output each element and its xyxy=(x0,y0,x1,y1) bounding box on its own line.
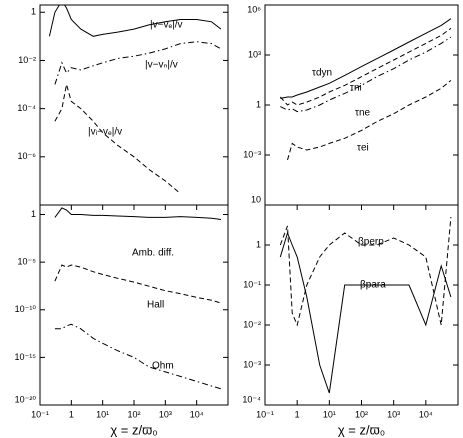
curve-label: τei xyxy=(357,143,369,154)
y-tick-label: 10⁻² xyxy=(243,319,261,329)
series-line xyxy=(54,84,181,194)
series-line xyxy=(280,36,452,113)
y-tick-label: 1 xyxy=(256,239,261,249)
x-tick-label: 10¹ xyxy=(96,409,109,419)
y-tick-label: 10⁻⁵ xyxy=(18,257,37,267)
curve-label: Amb. diff. xyxy=(132,248,174,259)
curve-label: |v−vₑ|/v xyxy=(150,20,183,31)
x-tick-label: 10³ xyxy=(159,409,172,419)
y-tick-label: 10⁻² xyxy=(18,55,36,65)
x-tick-label: 10³ xyxy=(387,409,400,419)
y-tick-label: 1 xyxy=(256,99,261,109)
y-tick-label: 10³ xyxy=(248,49,261,59)
series-line xyxy=(279,27,452,106)
x-tick-label: 10⁻¹ xyxy=(31,409,49,419)
series-line xyxy=(54,41,222,85)
curve-label: βperp xyxy=(358,237,384,248)
series-line xyxy=(54,323,222,390)
series-line xyxy=(280,18,452,99)
y-tick-label: 10⁻¹ xyxy=(243,279,261,289)
series-line xyxy=(54,207,222,220)
curve-label: Ohm xyxy=(152,361,174,372)
curve-label: |vᵢ−vₑ|/v xyxy=(88,127,122,138)
y-tick-label: 10⁻⁶ xyxy=(18,151,37,161)
series-line xyxy=(279,231,452,394)
series-line xyxy=(279,216,452,327)
x-axis-label: χ = z/ϖ₀ xyxy=(110,422,157,437)
series-line xyxy=(54,264,222,304)
y-tick-label: 10⁶ xyxy=(247,4,261,14)
y-tick-label: 10⁻⁴ xyxy=(242,394,261,404)
series-line xyxy=(287,80,452,161)
x-tick-label: 10² xyxy=(127,409,140,419)
x-tick-label: 10⁴ xyxy=(190,409,204,419)
x-axis-label: χ = z/ϖ₀ xyxy=(338,422,385,437)
y-tick-label: 10⁻³ xyxy=(243,359,261,369)
series-line xyxy=(48,5,222,37)
y-tick-label: 10⁻⁴ xyxy=(17,103,36,113)
y-tick-label: 1 xyxy=(31,7,36,17)
curve-label: τdyn xyxy=(312,68,332,79)
x-tick-label: 10¹ xyxy=(323,409,336,419)
y-tick-label: 10⁻³ xyxy=(243,149,261,159)
y-tick-label: 10 xyxy=(251,194,261,204)
y-tick-label: 10⁻¹⁵ xyxy=(15,352,37,362)
x-tick-label: 10² xyxy=(355,409,368,419)
curve-label: βpara xyxy=(360,280,386,291)
x-tick-label: 1 xyxy=(69,409,74,419)
x-tick-label: 10⁴ xyxy=(419,409,433,419)
y-tick-label: 10⁻¹⁰ xyxy=(15,304,37,314)
x-tick-label: 1 xyxy=(295,409,300,419)
y-tick-label: 10⁻²⁰ xyxy=(15,394,37,404)
curve-label: τne xyxy=(355,108,371,119)
curve-label: Hall xyxy=(147,300,164,311)
y-tick-label: 1 xyxy=(31,209,36,219)
curve-label: |v−vₙ|/v xyxy=(145,60,178,71)
x-tick-label: 10⁻¹ xyxy=(256,409,274,419)
